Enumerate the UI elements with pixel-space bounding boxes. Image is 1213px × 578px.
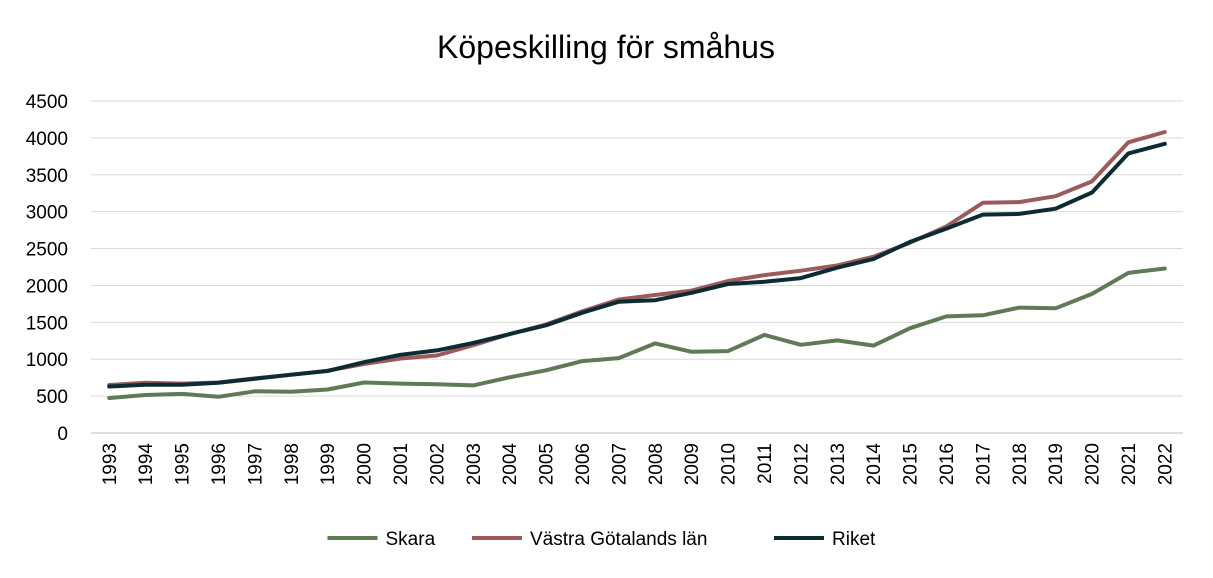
legend-label: Västra Götalands län [530,529,707,550]
x-tick-label: 2008 [646,443,667,485]
y-tick-label: 4500 [26,92,68,113]
x-tick-label: 2005 [537,443,558,485]
x-tick-label: 2000 [355,443,376,485]
y-tick-label: 1000 [26,350,68,371]
y-axis-ticks: 0 500 1000 1500 2000 2500 3000 3500 4000 4500 [26,92,68,445]
y-tick-label: 500 [36,387,68,408]
legend: Skara Västra Götalands län Riket [327,529,876,550]
x-tick-label: 1999 [318,443,339,485]
x-tick-label: 2020 [1083,443,1104,485]
x-tick-label: 2001 [391,443,412,485]
chart-title: Köpeskilling för småhus [437,29,775,65]
series-line-riket [107,141,1167,389]
x-tick-label: 2021 [1119,443,1140,485]
legend-label: Skara [386,529,436,550]
x-tick-label: 2012 [791,443,812,485]
x-axis-ticks: 1993 1994 1995 1996 1997 1998 1999 2000 2001 2002… [100,443,1177,486]
series-line-skara [107,266,1167,400]
x-tick-label: 2019 [1046,443,1067,485]
x-tick-label: 1993 [100,443,121,485]
y-tick-label: 0 [57,424,68,445]
x-tick-label: 1998 [282,443,303,485]
y-tick-label: 4000 [26,129,68,150]
y-tick-label: 2500 [26,240,68,261]
x-tick-label: 2010 [719,443,740,485]
legend-label: Riket [832,529,876,550]
x-tick-label: 2002 [427,443,448,485]
x-tick-label: 1996 [209,443,230,485]
gridlines [91,100,1183,434]
x-tick-label: 2017 [973,443,994,485]
x-tick-label: 2013 [828,443,849,485]
x-tick-label: 2009 [682,443,703,485]
x-tick-label: 2014 [864,443,885,486]
x-tick-label: 2015 [901,443,922,485]
y-tick-label: 1500 [26,313,68,334]
x-tick-label: 2018 [1010,443,1031,485]
x-tick-label: 2007 [609,443,630,485]
y-tick-label: 3500 [26,166,68,187]
series-lines [107,130,1167,400]
series-line-v-stra-g-talands-l-n [107,130,1167,387]
x-tick-label: 1997 [245,443,266,485]
x-tick-label: 2006 [573,443,594,485]
x-tick-label: 1994 [136,443,157,486]
x-tick-label: 2022 [1155,443,1176,485]
x-tick-label: 2016 [937,443,958,485]
x-tick-label: 1995 [173,443,194,485]
y-tick-label: 3000 [26,203,68,224]
y-tick-label: 2000 [26,276,68,297]
x-tick-label: 2003 [464,443,485,485]
x-tick-label: 2004 [500,443,521,486]
x-tick-label: 2011 [755,443,776,484]
